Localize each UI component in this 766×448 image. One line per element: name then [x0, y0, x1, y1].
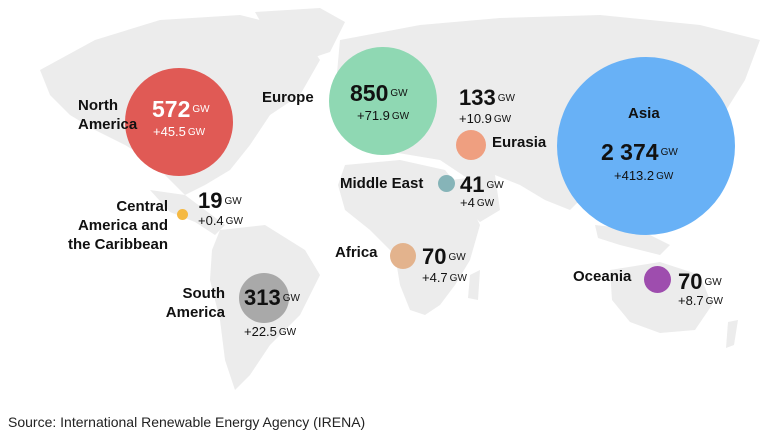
australia-landmass [610, 262, 712, 333]
southeast-asia-islands [595, 225, 670, 255]
south-america-bubble [239, 273, 289, 323]
eurasia-value: 133 GW [459, 85, 515, 110]
oceania-change: +8.7 GW [678, 293, 723, 308]
middle-east-label: Middle East [340, 175, 424, 192]
asia-value: 2 374 GW [601, 139, 678, 165]
north-america-bubble [125, 68, 233, 176]
eurasia-label: Eurasia [492, 134, 547, 151]
europe-bubble [329, 47, 437, 155]
greenland-landmass [255, 8, 345, 62]
oceania-bubble [644, 266, 671, 293]
south-america-change: +22.5 GW [244, 324, 297, 339]
eurasia-change: +10.9 GW [459, 111, 512, 126]
asia-bubble [557, 57, 735, 235]
europe-value: 850 GW [350, 80, 408, 106]
unit-label: GW [192, 104, 210, 115]
middle-east-change: +4 GW [460, 195, 495, 210]
north-america-value: 572 GW [152, 96, 210, 122]
source-note: Source: International Renewable Energy A… [8, 414, 366, 430]
madagascar-landmass [468, 270, 480, 300]
oceania-label: Oceania [573, 268, 632, 285]
africa-change: +4.7 GW [422, 270, 467, 285]
asia-change: +413.2 GW [614, 168, 674, 183]
north-america-change: +45.5 GW [153, 124, 206, 139]
eurasia-bubble [456, 130, 486, 160]
africa-bubble [390, 243, 416, 269]
central-america-change: +0.4 GW [198, 213, 243, 228]
middle-east-bubble [438, 175, 455, 192]
middle-east-value: 41 GW [460, 172, 504, 197]
oceania-value: 70 GW [678, 269, 722, 294]
asia-label: Asia [628, 105, 660, 122]
africa-label: Africa [335, 244, 378, 261]
europe-change: +71.9 GW [357, 108, 410, 123]
new-zealand-landmass [726, 320, 738, 348]
north-america-label: North America [78, 97, 138, 133]
south-america-label: South America [165, 285, 225, 321]
central-america-value: 19 GW [198, 188, 242, 213]
central-america-bubble [177, 209, 188, 220]
europe-label: Europe [262, 89, 314, 106]
arabia-landmass [450, 175, 500, 222]
south-america-value: 313 GW [244, 285, 300, 310]
central-america-label: Central America and the Caribbean [67, 198, 168, 253]
africa-landmass [338, 160, 480, 315]
africa-value: 70 GW [422, 244, 466, 269]
